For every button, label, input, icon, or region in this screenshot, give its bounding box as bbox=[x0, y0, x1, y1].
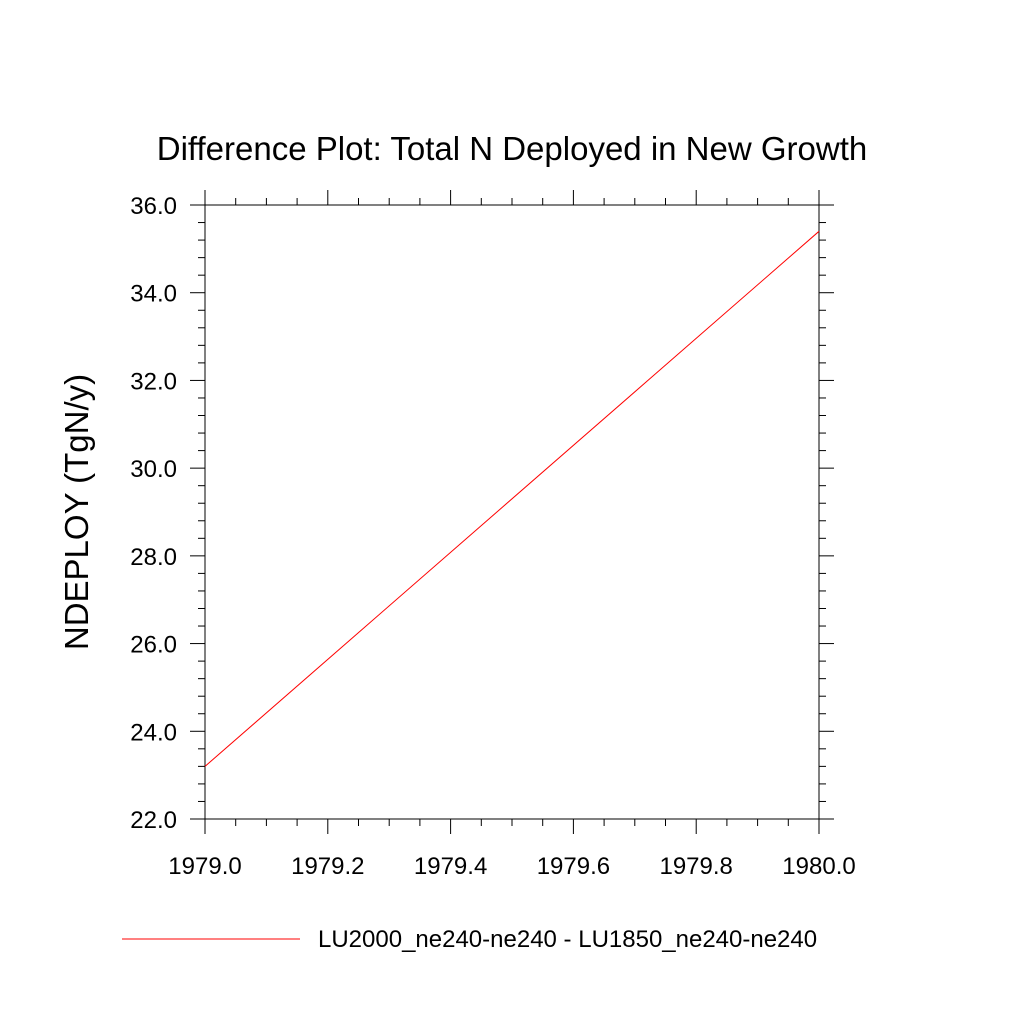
y-tick-label: 26.0 bbox=[130, 632, 177, 659]
legend: LU2000_ne240-ne240 - LU1850_ne240-ne240 bbox=[122, 926, 817, 953]
series-line bbox=[204, 230, 820, 767]
x-tick-label: 1979.6 bbox=[537, 853, 610, 880]
y-tick-label: 28.0 bbox=[130, 544, 177, 571]
plot-frame bbox=[204, 204, 820, 820]
y-tick-label: 34.0 bbox=[130, 281, 177, 308]
x-tick-label: 1979.2 bbox=[291, 853, 364, 880]
y-tick-label: 24.0 bbox=[130, 719, 177, 746]
axis-ticks bbox=[190, 190, 834, 834]
x-tick-label: 1979.0 bbox=[168, 853, 241, 880]
series-layer bbox=[204, 230, 820, 767]
legend-label: LU2000_ne240-ne240 - LU1850_ne240-ne240 bbox=[318, 926, 817, 953]
x-tick-label: 1979.4 bbox=[414, 853, 487, 880]
y-tick-label: 36.0 bbox=[130, 193, 177, 220]
x-tick-label: 1980.0 bbox=[782, 853, 855, 880]
x-tick-labels: 1979.0 1979.2 1979.4 1979.6 1979.8 1980.0 bbox=[168, 853, 855, 880]
y-axis-label: NDEPLOY (TgN/y) bbox=[58, 374, 95, 650]
y-tick-label: 32.0 bbox=[130, 368, 177, 395]
x-tick-label: 1979.8 bbox=[659, 853, 732, 880]
y-tick-labels: 22.0 24.0 26.0 28.0 30.0 32.0 34.0 36.0 bbox=[130, 193, 177, 834]
y-tick-label: 30.0 bbox=[130, 456, 177, 483]
chart-title: Difference Plot: Total N Deployed in New… bbox=[157, 130, 867, 167]
y-tick-label: 22.0 bbox=[130, 807, 177, 834]
